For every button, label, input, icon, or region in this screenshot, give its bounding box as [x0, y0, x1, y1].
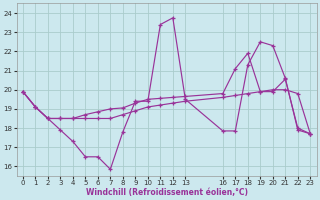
X-axis label: Windchill (Refroidissement éolien,°C): Windchill (Refroidissement éolien,°C) — [85, 188, 248, 197]
